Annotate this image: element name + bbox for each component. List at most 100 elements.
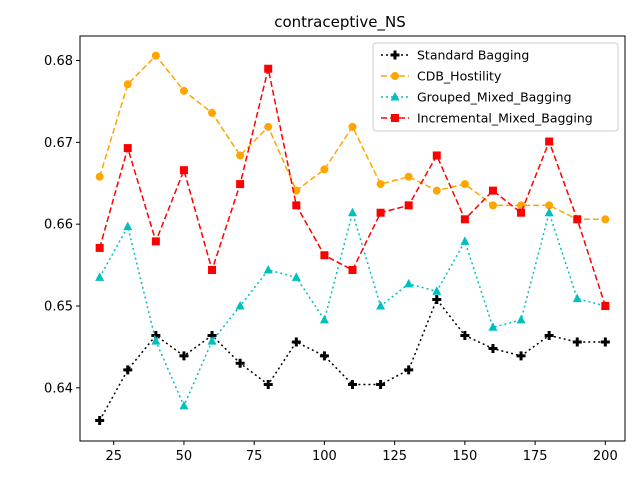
data-point	[348, 122, 357, 131]
data-point	[264, 64, 273, 73]
data-point	[404, 365, 414, 375]
x-tick-label: 50	[176, 449, 193, 464]
y-tick-label: 0.66	[44, 218, 73, 233]
data-point	[432, 151, 441, 160]
data-point	[348, 380, 357, 390]
series-standard-bagging	[95, 294, 610, 426]
data-point	[376, 208, 385, 217]
data-point	[516, 314, 526, 324]
data-point	[460, 236, 470, 245]
x-tick-label: 150	[452, 449, 477, 464]
data-point	[123, 221, 133, 231]
data-point	[320, 165, 329, 174]
series-grouped-mixed-bagging	[95, 207, 610, 410]
data-point	[263, 265, 273, 274]
data-point	[600, 337, 610, 347]
y-tick-label: 0.64	[44, 381, 73, 396]
legend-entry: Incremental_Mixed_Bagging	[381, 111, 593, 126]
data-point	[208, 108, 217, 117]
data-point	[573, 215, 582, 224]
data-point	[235, 358, 245, 368]
x-tick-label: 100	[312, 449, 337, 464]
data-point	[545, 137, 554, 146]
data-point	[376, 380, 386, 390]
data-point	[432, 294, 442, 304]
legend-label: CDB_Hostility	[417, 69, 502, 84]
data-point	[319, 351, 329, 361]
data-point	[460, 330, 470, 340]
data-point	[235, 301, 245, 310]
data-point	[601, 215, 610, 224]
x-tick-label: 200	[593, 449, 618, 464]
data-point	[179, 400, 189, 410]
data-point	[517, 201, 526, 210]
y-tick-label: 0.65	[44, 300, 73, 315]
data-point	[572, 293, 582, 303]
data-point	[601, 302, 610, 310]
data-point	[404, 201, 413, 210]
data-point	[488, 186, 497, 195]
x-tick-label: 25	[105, 449, 122, 464]
data-point	[488, 322, 498, 331]
data-point	[207, 330, 217, 340]
data-point	[376, 180, 385, 189]
data-point	[264, 122, 273, 131]
y-tick-label: 0.68	[44, 54, 73, 69]
chart-title: contraceptive_NS	[274, 13, 406, 32]
data-point	[545, 201, 554, 210]
data-point	[151, 237, 160, 246]
axes-layer: 25 50 75 100 125 150 175 200 0.64 0.65 0.66 0.67 0.6…	[44, 35, 626, 464]
legend-label: Incremental_Mixed_Bagging	[417, 111, 593, 126]
data-point	[432, 286, 442, 295]
data-point	[179, 86, 188, 95]
data-point	[236, 151, 245, 160]
data-point	[544, 330, 554, 340]
data-point	[151, 51, 160, 60]
series-line	[99, 209, 606, 408]
data-point	[516, 351, 526, 361]
legend-entry: Grouped_Mixed_Bagging	[381, 90, 572, 105]
x-tick-label: 75	[246, 449, 263, 464]
data-point	[208, 266, 217, 274]
legend-box	[372, 42, 619, 132]
data-point	[207, 336, 217, 345]
series-cdb-hostility	[95, 51, 610, 224]
x-tick-label: 175	[523, 449, 548, 464]
data-point	[123, 80, 132, 89]
data-point	[263, 380, 273, 390]
legend-entry: CDB_Hostility	[381, 69, 502, 84]
series-layer	[95, 51, 610, 426]
data-point	[404, 278, 414, 288]
series-incremental-mixed-bagging	[95, 64, 610, 310]
x-tick-label: 125	[382, 449, 407, 464]
data-point	[488, 344, 498, 354]
data-point	[291, 337, 301, 347]
data-point	[292, 201, 301, 210]
data-point	[123, 365, 133, 375]
legend-label: Grouped_Mixed_Bagging	[417, 90, 572, 105]
data-point	[292, 186, 301, 195]
data-point	[236, 180, 245, 189]
data-point	[376, 301, 386, 310]
data-point	[348, 207, 357, 217]
data-point	[348, 266, 357, 274]
data-point	[460, 180, 469, 189]
data-point	[320, 251, 329, 260]
series-line	[99, 297, 606, 421]
data-point	[319, 314, 329, 324]
plot-frame	[79, 35, 626, 442]
data-point	[572, 337, 582, 347]
data-point	[95, 416, 105, 426]
data-point	[179, 166, 188, 175]
data-point	[123, 144, 132, 153]
data-point	[95, 243, 104, 252]
data-point	[460, 215, 469, 224]
data-point	[95, 272, 105, 281]
data-point	[151, 336, 161, 345]
legend-marker	[390, 92, 400, 101]
data-point	[544, 207, 554, 217]
legend-marker	[390, 50, 400, 60]
legend-label: Standard Bagging	[417, 48, 529, 63]
data-point	[488, 201, 497, 210]
